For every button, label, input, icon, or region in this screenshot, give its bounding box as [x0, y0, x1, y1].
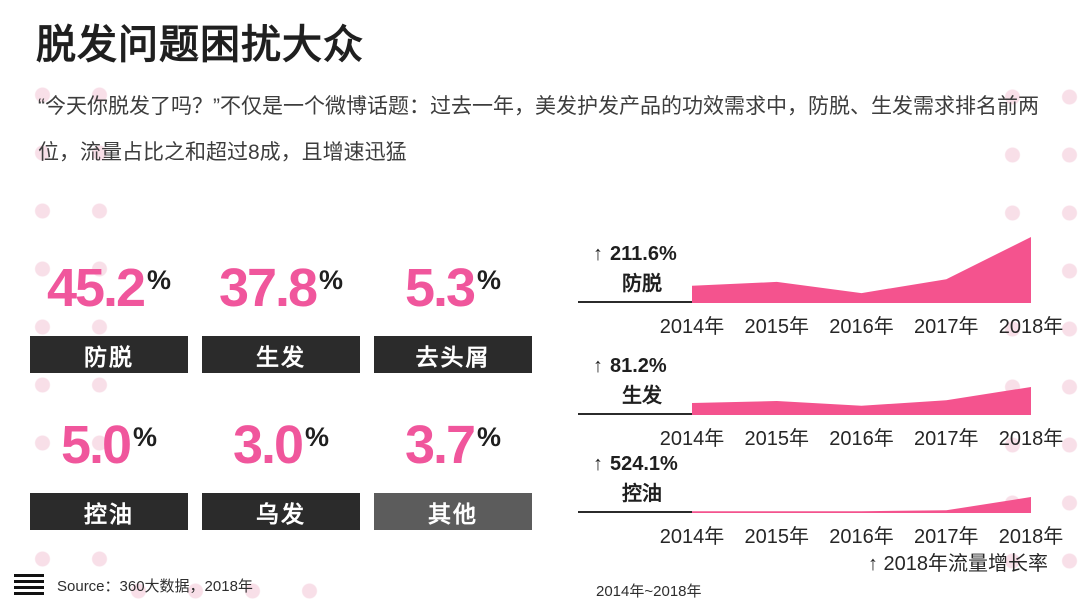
- chart-label: ↑ 81.2% 生发: [578, 355, 692, 415]
- source-text: Source：360大数据，2018年: [57, 577, 253, 595]
- footer-date-range: 2014年~2018年: [596, 583, 702, 600]
- demand-share-stats: 45.2% 防脱 37.8% 生发 5.3% 去头屑 5.0% 控油 3.0% …: [30, 240, 536, 554]
- chart-main: ↑ 211.6% 防脱: [578, 235, 1070, 303]
- stat-label-bar: 乌发: [202, 493, 360, 530]
- stat-wufa: 3.0% 乌发: [202, 397, 360, 530]
- stat-label-bar: 其他: [374, 493, 532, 530]
- axis-tick: 2018年: [998, 526, 1064, 548]
- stat-label-bar: 去头屑: [374, 336, 532, 373]
- chart-main: ↑ 524.1% 控油: [578, 453, 1070, 513]
- area-chart-kongyou: [692, 497, 1031, 513]
- stripes-menu-icon: [14, 574, 44, 596]
- percent-sign: %: [133, 421, 158, 452]
- percent-sign: %: [477, 421, 502, 452]
- axis-tick: 2014年: [659, 316, 725, 338]
- up-arrow-icon: ↑: [593, 355, 603, 377]
- trend-chart-fangtuo: ↑ 211.6% 防脱 2014年 2015年 2016年 2017年 2018年: [578, 235, 1070, 338]
- axis-tick: 2015年: [744, 316, 810, 338]
- stat-value: 45.2%: [30, 240, 188, 336]
- growth-value: 81.2%: [610, 355, 667, 377]
- stat-label-bar: 控油: [30, 493, 188, 530]
- stat-value: 37.8%: [202, 240, 360, 336]
- stat-number: 5.0: [60, 415, 132, 475]
- axis-tick: 2017年: [914, 526, 979, 548]
- up-arrow-icon: ↑: [593, 243, 603, 265]
- stat-qutouxie: 5.3% 去头屑: [374, 240, 532, 373]
- chart-category: 控油: [622, 483, 662, 505]
- x-axis: 2014年 2015年 2016年 2017年 2018年: [660, 513, 1064, 548]
- axis-tick: 2016年: [829, 316, 894, 338]
- chart-annotation: ↑ 2018年流量增长率: [867, 553, 1048, 575]
- stat-shengfa: 37.8% 生发: [202, 240, 360, 373]
- percent-sign: %: [147, 264, 172, 295]
- axis-tick: 2018年: [998, 428, 1064, 450]
- axis-tick: 2017年: [914, 316, 979, 338]
- axis-tick: 2014年: [659, 526, 725, 548]
- stat-value: 5.3%: [374, 240, 532, 336]
- stat-number: 5.3: [404, 258, 476, 318]
- x-axis: 2014年 2015年 2016年 2017年 2018年: [660, 303, 1064, 338]
- stat-value: 3.0%: [202, 397, 360, 493]
- stat-fangtuo: 45.2% 防脱: [30, 240, 188, 373]
- axis-tick: 2017年: [914, 428, 979, 450]
- percent-sign: %: [477, 264, 502, 295]
- axis-tick: 2015年: [744, 428, 810, 450]
- trend-chart-kongyou: ↑ 524.1% 控油 2014年 2015年 2016年 2017年 2018年: [578, 453, 1070, 548]
- chart-category: 生发: [622, 385, 662, 407]
- page-subtitle: “今天你脱发了吗？”不仅是一个微博话题：过去一年，美发护发产品的功效需求中，防脱…: [38, 95, 1039, 165]
- stat-kongyou: 5.0% 控油: [30, 397, 188, 530]
- stat-number: 45.2: [46, 258, 146, 318]
- area-chart-fangtuo: [692, 237, 1031, 303]
- trend-chart-shengfa: ↑ 81.2% 生发 2014年 2015年 2016年 2017年 2018年: [578, 355, 1070, 450]
- axis-tick: 2016年: [829, 428, 894, 450]
- percent-sign: %: [305, 421, 330, 452]
- stat-value: 3.7%: [374, 397, 532, 493]
- stat-number: 37.8: [218, 258, 318, 318]
- axis-tick: 2018年: [998, 316, 1064, 338]
- x-axis: 2014年 2015年 2016年 2017年 2018年: [660, 415, 1064, 450]
- growth-value: 211.6%: [610, 243, 677, 265]
- area-chart-shengfa: [692, 387, 1031, 415]
- stat-qita: 3.7% 其他: [374, 397, 532, 530]
- stat-number: 3.7: [404, 415, 476, 475]
- growth-rate: ↑ 211.6%: [593, 243, 692, 266]
- axis-tick: 2015年: [744, 526, 810, 548]
- stats-row-2: 5.0% 控油 3.0% 乌发 3.7% 其他: [30, 397, 536, 530]
- chart-label: ↑ 211.6% 防脱: [578, 243, 692, 303]
- axis-tick: 2016年: [829, 526, 894, 548]
- chart-main: ↑ 81.2% 生发: [578, 355, 1070, 415]
- page-title: 脱发问题困扰大众: [36, 23, 364, 67]
- growth-trend-charts: ↑ 211.6% 防脱 2014年 2015年 2016年 2017年 2018年…: [578, 235, 1070, 576]
- stat-label-bar: 防脱: [30, 336, 188, 373]
- stat-label-bar: 生发: [202, 336, 360, 373]
- stat-number: 3.0: [232, 415, 304, 475]
- growth-rate: ↑ 524.1%: [593, 453, 692, 476]
- stat-value: 5.0%: [30, 397, 188, 493]
- growth-value: 524.1%: [610, 453, 678, 475]
- footer-source: Source：360大数据，2018年: [14, 574, 253, 596]
- chart-category: 防脱: [622, 273, 662, 295]
- stats-row-1: 45.2% 防脱 37.8% 生发 5.3% 去头屑: [30, 240, 536, 373]
- axis-tick: 2014年: [659, 428, 725, 450]
- up-arrow-icon: ↑: [593, 453, 603, 475]
- growth-rate: ↑ 81.2%: [593, 355, 692, 378]
- chart-label: ↑ 524.1% 控油: [578, 453, 692, 513]
- percent-sign: %: [319, 264, 344, 295]
